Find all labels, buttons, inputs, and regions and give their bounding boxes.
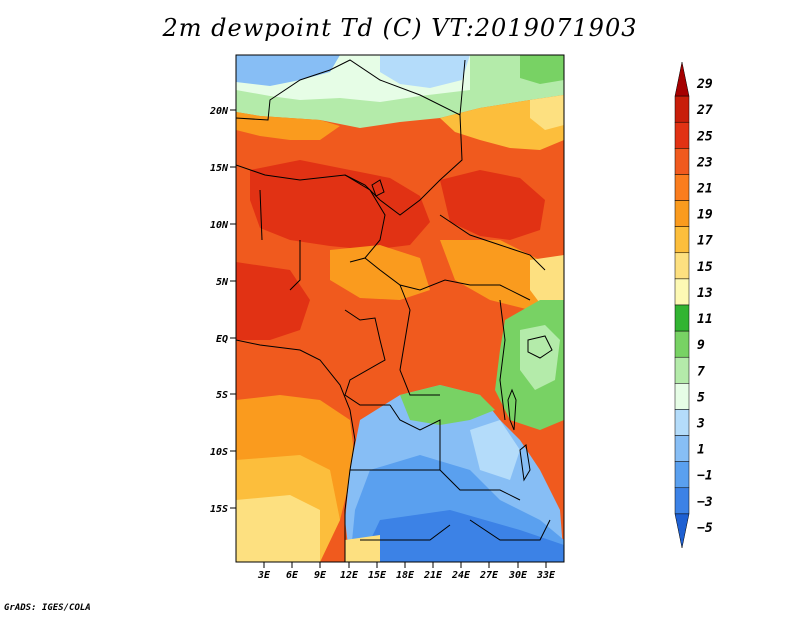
colorbar-label: 27 bbox=[696, 103, 713, 118]
lat-tick-20n: 20N bbox=[209, 106, 236, 117]
colorbar-label: 21 bbox=[696, 182, 713, 197]
gulf-red-core bbox=[236, 262, 310, 340]
lat-tick-15n: 15N bbox=[210, 163, 236, 174]
colorbar-swatch bbox=[674, 487, 690, 515]
sudan-yellow-patch bbox=[530, 95, 564, 130]
colorbar-label: 17 bbox=[697, 234, 713, 249]
lat-axis: 20N 15N 10N 5N EQ 5S 10S 15S bbox=[209, 106, 236, 515]
lon-tick-18e: 18E bbox=[396, 562, 415, 581]
lon-label-27e: 27E bbox=[479, 570, 499, 581]
colorbar-swatch bbox=[674, 148, 690, 175]
lon-tick-27e: 27E bbox=[479, 562, 499, 581]
lon-label-24e: 24E bbox=[451, 570, 471, 581]
colorbar-label: −5 bbox=[697, 521, 713, 536]
lon-label-6e: 6E bbox=[286, 570, 299, 581]
lon-tick-6e: 6E bbox=[286, 562, 299, 581]
lon-label-18e: 18E bbox=[396, 570, 415, 581]
colorbar-swatch bbox=[674, 513, 690, 549]
colorbar-swatch bbox=[674, 435, 690, 462]
colorbar-swatch bbox=[674, 121, 690, 149]
map-title: 2m dewpoint Td (C) VT:2019071903 bbox=[162, 14, 638, 42]
lat-tick-eq: EQ bbox=[216, 334, 236, 345]
lat-tick-10s: 10S bbox=[210, 447, 236, 458]
lon-tick-9e: 9E bbox=[314, 562, 327, 581]
car-orange bbox=[440, 240, 560, 310]
colorbar-label: 7 bbox=[697, 364, 705, 379]
colorbar-label: 1 bbox=[697, 443, 705, 458]
west-coastline bbox=[236, 339, 356, 562]
lon-tick-3e: 3E bbox=[257, 562, 271, 581]
colorbar-label: 5 bbox=[697, 390, 705, 405]
namibia-coast-yellow bbox=[345, 535, 380, 562]
colorbar-label: 15 bbox=[697, 260, 713, 275]
lon-label-15e: 15E bbox=[368, 570, 387, 581]
lat-tick-10n: 10N bbox=[210, 220, 236, 231]
colorbar-label: 3 bbox=[696, 417, 705, 432]
colorbar-label: 11 bbox=[697, 312, 713, 327]
north-lightblue-patch bbox=[380, 55, 470, 88]
lat-tick-5n: 5N bbox=[216, 277, 236, 288]
lon-tick-33e: 33E bbox=[536, 562, 556, 581]
lake-outlines bbox=[371, 179, 553, 482]
south-deep-blue bbox=[360, 510, 564, 562]
lon-label-33e: 33E bbox=[536, 570, 556, 581]
colorbar-swatch bbox=[674, 252, 690, 280]
sahel-orange-west bbox=[236, 112, 340, 140]
colorbar-label: 23 bbox=[696, 155, 713, 170]
colorbar-swatch bbox=[674, 304, 690, 332]
colorbar-label: −1 bbox=[697, 469, 713, 484]
lon-label-21e: 21E bbox=[423, 570, 443, 581]
lat-tick-5s: 5S bbox=[216, 390, 236, 401]
colorbar-swatch bbox=[674, 95, 690, 123]
lat-label-5s: 5S bbox=[216, 390, 228, 401]
east-red-core bbox=[440, 170, 545, 240]
colorbar-swatch bbox=[674, 461, 690, 489]
colorbar-swatch bbox=[674, 278, 690, 306]
north-blue-patch bbox=[236, 55, 340, 86]
lat-label-20n: 20N bbox=[209, 106, 229, 117]
lon-axis: 3E 6E 9E 12E 15E 18E 21E 24E 27E 30E 33E bbox=[257, 562, 556, 581]
central-red-core bbox=[250, 160, 430, 250]
map-panel bbox=[236, 55, 564, 562]
country-borders bbox=[236, 59, 551, 541]
ethiopia-yellow bbox=[530, 255, 564, 310]
map-frame bbox=[235, 54, 565, 563]
lon-label-9e: 9E bbox=[314, 570, 327, 581]
lon-tick-12e: 12E bbox=[340, 562, 359, 581]
lat-label-10n: 10N bbox=[210, 220, 229, 231]
lat-label-eq: EQ bbox=[216, 334, 228, 345]
lat-label-5n: 5N bbox=[216, 277, 229, 288]
zambia-lightblue bbox=[470, 420, 520, 480]
lat-tick-15s: 15S bbox=[210, 504, 236, 515]
lat-label-10s: 10S bbox=[210, 447, 228, 458]
lat-label-15n: 15N bbox=[210, 163, 229, 174]
colorbar-swatch bbox=[674, 226, 690, 254]
lon-tick-15e: 15E bbox=[368, 562, 387, 581]
colorbar-swatch bbox=[674, 61, 690, 97]
colorbar-label: 9 bbox=[697, 338, 705, 353]
colorbar-swatch bbox=[674, 200, 690, 227]
lon-tick-30e: 30E bbox=[508, 562, 528, 581]
lon-label-12e: 12E bbox=[340, 570, 359, 581]
colorbar-swatch bbox=[674, 356, 690, 384]
lon-tick-24e: 24E bbox=[451, 562, 471, 581]
southwest-yellow bbox=[236, 495, 320, 562]
northeast-green-patch bbox=[520, 55, 564, 84]
colorbar-label: 25 bbox=[696, 129, 713, 144]
grads-credit: GrADS: IGES/COLA bbox=[4, 603, 91, 613]
colorbar-label: 29 bbox=[696, 77, 713, 92]
lon-label-3e: 3E bbox=[257, 570, 271, 581]
lat-label-15s: 15S bbox=[210, 504, 228, 515]
colorbar-swatch bbox=[674, 409, 690, 436]
colorbar-swatch bbox=[674, 383, 690, 410]
colorbar-label: 19 bbox=[697, 208, 713, 223]
lon-tick-21e: 21E bbox=[423, 562, 443, 581]
colorbar: 29 27 25 23 21 19 17 15 13 11 9 7 5 3 1 −1 −3 −5 bbox=[674, 61, 713, 549]
colorbar-label: 13 bbox=[697, 286, 713, 301]
colorbar-label: −3 bbox=[697, 495, 713, 510]
lon-label-30e: 30E bbox=[508, 570, 528, 581]
colorbar-swatch bbox=[674, 330, 690, 358]
colorbar-swatch bbox=[674, 174, 690, 201]
